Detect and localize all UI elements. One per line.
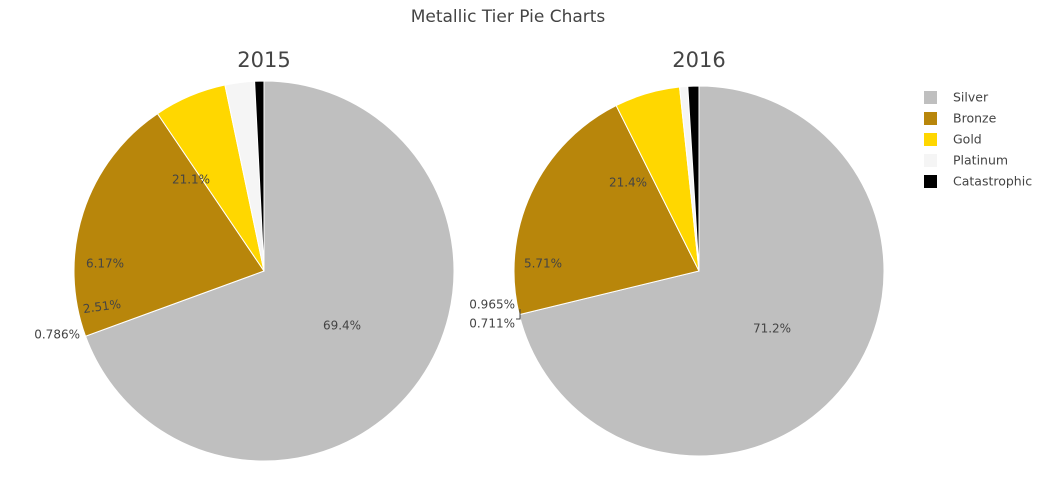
pie-slice-silver[interactable] xyxy=(518,85,885,457)
legend-label: Gold xyxy=(953,132,982,147)
slice-label-bronze: 21.4% xyxy=(609,176,647,190)
pie-slice-silver[interactable] xyxy=(84,80,455,462)
pie-chart-2015: 69.4% 21.1% 6.17% 2.51%0.786% 2015 xyxy=(34,48,455,462)
legend-label: Platinum xyxy=(953,153,1008,168)
legend-item-bronze[interactable]: Bronze xyxy=(924,111,997,126)
pie-slice-catastrophic[interactable] xyxy=(687,85,700,272)
legend-item-catastrophic[interactable]: Catastrophic xyxy=(924,174,1032,189)
legend-swatch xyxy=(924,154,937,167)
legend-label: Catastrophic xyxy=(953,174,1032,189)
legend-swatch xyxy=(924,91,937,104)
legend-item-gold[interactable]: Gold xyxy=(924,132,982,147)
legend: Silver Bronze Gold Platinum Catastrophic xyxy=(924,90,1032,189)
legend-swatch xyxy=(924,112,937,125)
slice-label-gold: 6.17% xyxy=(86,257,124,271)
slice-label-gold: 5.71% xyxy=(524,257,562,271)
label-leader-line xyxy=(516,309,521,320)
legend-swatch xyxy=(924,175,937,188)
legend-swatch xyxy=(924,133,937,146)
slice-label-bronze: 21.1% xyxy=(172,173,210,187)
legend-item-platinum[interactable]: Platinum xyxy=(924,153,1008,168)
legend-label: Silver xyxy=(953,90,989,105)
legend-label: Bronze xyxy=(953,111,997,126)
pie-chart-2016: 71.2% 21.4% 5.71% 0.711% 0.965% 2016 xyxy=(469,48,885,457)
pie-slice-catastrophic[interactable] xyxy=(254,80,265,272)
slice-label-catastrophic: 0.786% xyxy=(34,328,80,342)
pie-title: 2015 xyxy=(237,48,290,72)
slice-label-platinum: 2.51% xyxy=(82,297,122,316)
pie-slice-bronze[interactable] xyxy=(513,104,700,316)
chart-main-title: Metallic Tier Pie Charts xyxy=(410,7,606,27)
pie-title: 2016 xyxy=(672,48,725,72)
legend-item-silver[interactable]: Silver xyxy=(924,90,989,105)
slice-label-silver: 69.4% xyxy=(323,319,361,333)
slice-label-platinum: 0.711% xyxy=(469,317,515,331)
pie-slice-bronze[interactable] xyxy=(73,112,265,337)
slice-label-catastrophic: 0.965% xyxy=(469,298,515,312)
slice-label-silver: 71.2% xyxy=(753,322,791,336)
